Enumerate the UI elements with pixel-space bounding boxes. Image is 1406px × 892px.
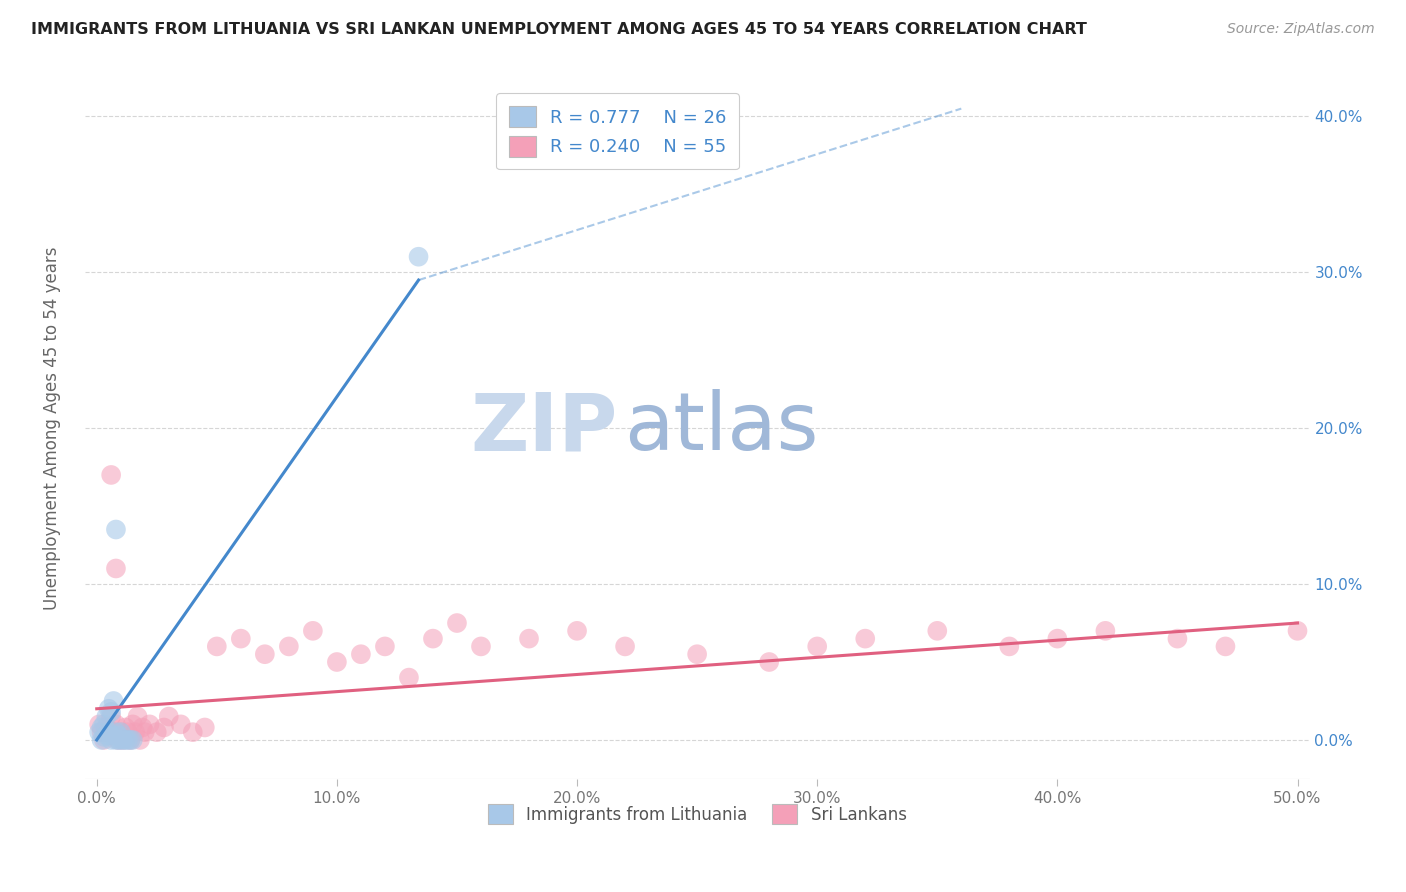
- Point: [103, 694, 125, 708]
- Point: [96, 721, 118, 735]
- Point: [614, 640, 637, 654]
- Point: [806, 640, 828, 654]
- Point: [758, 655, 780, 669]
- Point: [100, 733, 122, 747]
- Point: [1094, 624, 1116, 638]
- Point: [104, 523, 127, 537]
- Point: [89, 717, 111, 731]
- Point: [565, 624, 588, 638]
- Point: [927, 624, 949, 638]
- Point: [998, 640, 1021, 654]
- Text: Source: ZipAtlas.com: Source: ZipAtlas.com: [1227, 22, 1375, 37]
- Point: [121, 717, 143, 731]
- Point: [1286, 624, 1309, 638]
- Point: [100, 467, 122, 482]
- Point: [277, 640, 299, 654]
- Y-axis label: Unemployment Among Ages 45 to 54 years: Unemployment Among Ages 45 to 54 years: [44, 246, 60, 610]
- Point: [134, 725, 156, 739]
- Point: [853, 632, 876, 646]
- Point: [138, 717, 160, 731]
- Point: [153, 721, 176, 735]
- Point: [517, 632, 540, 646]
- Point: [470, 640, 492, 654]
- Text: atlas: atlas: [624, 389, 818, 467]
- Point: [97, 725, 120, 739]
- Point: [90, 725, 112, 739]
- Point: [90, 733, 112, 747]
- Point: [114, 733, 136, 747]
- Point: [117, 733, 139, 747]
- Point: [110, 733, 132, 747]
- Point: [446, 615, 468, 630]
- Point: [89, 725, 111, 739]
- Point: [408, 250, 430, 264]
- Point: [181, 725, 204, 739]
- Point: [114, 721, 136, 735]
- Point: [350, 647, 373, 661]
- Point: [686, 647, 709, 661]
- Point: [121, 733, 143, 747]
- Point: [120, 733, 142, 747]
- Point: [112, 733, 135, 747]
- Point: [326, 655, 349, 669]
- Point: [398, 671, 420, 685]
- Point: [104, 725, 127, 739]
- Point: [107, 733, 129, 747]
- Point: [97, 702, 120, 716]
- Point: [117, 725, 139, 739]
- Point: [129, 733, 152, 747]
- Point: [104, 561, 127, 575]
- Point: [194, 721, 217, 735]
- Point: [112, 733, 135, 747]
- Point: [127, 709, 149, 723]
- Point: [1046, 632, 1069, 646]
- Point: [93, 717, 115, 731]
- Point: [157, 709, 180, 723]
- Point: [131, 721, 153, 735]
- Point: [100, 709, 122, 723]
- Point: [96, 709, 118, 723]
- Legend: Immigrants from Lithuania, Sri Lankans: Immigrants from Lithuania, Sri Lankans: [478, 795, 917, 834]
- Point: [107, 733, 129, 747]
- Point: [103, 728, 125, 742]
- Point: [422, 632, 444, 646]
- Point: [107, 728, 129, 742]
- Point: [302, 624, 325, 638]
- Point: [124, 725, 146, 739]
- Point: [93, 733, 115, 747]
- Text: ZIP: ZIP: [470, 389, 617, 467]
- Point: [104, 717, 127, 731]
- Point: [103, 725, 125, 739]
- Point: [93, 730, 115, 744]
- Point: [104, 733, 127, 747]
- Point: [90, 721, 112, 735]
- Point: [170, 717, 193, 731]
- Point: [1166, 632, 1188, 646]
- Point: [229, 632, 252, 646]
- Point: [205, 640, 228, 654]
- Text: IMMIGRANTS FROM LITHUANIA VS SRI LANKAN UNEMPLOYMENT AMONG AGES 45 TO 54 YEARS C: IMMIGRANTS FROM LITHUANIA VS SRI LANKAN …: [31, 22, 1087, 37]
- Point: [146, 725, 169, 739]
- Point: [110, 725, 132, 739]
- Point: [97, 725, 120, 739]
- Point: [100, 705, 122, 719]
- Point: [96, 728, 118, 742]
- Point: [1215, 640, 1237, 654]
- Point: [110, 725, 132, 739]
- Point: [253, 647, 276, 661]
- Point: [374, 640, 396, 654]
- Point: [120, 733, 142, 747]
